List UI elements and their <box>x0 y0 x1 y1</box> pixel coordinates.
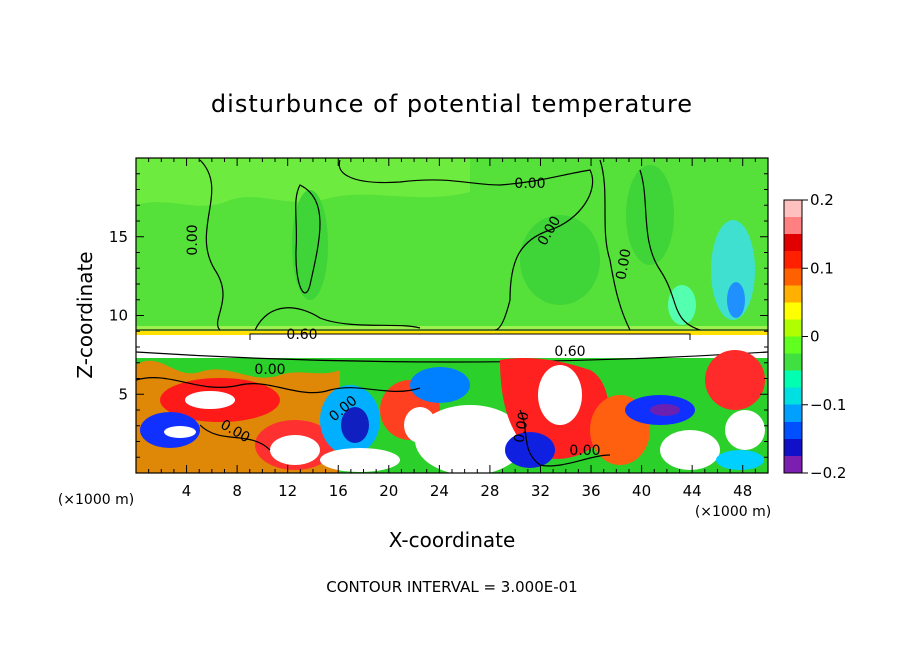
contour-label: 0.00 <box>569 443 600 459</box>
x-tick-label: 8 <box>232 482 242 500</box>
field-patch <box>320 448 400 472</box>
field-patch <box>270 435 320 465</box>
x-tick-label: 48 <box>733 482 752 500</box>
contour-label: 0.00 <box>254 362 285 378</box>
x-tick-label: 44 <box>683 482 702 500</box>
field-patch <box>716 450 764 470</box>
x-tick-label: 12 <box>278 482 297 500</box>
field-patch <box>164 426 196 438</box>
colorbar-tick-label: 0.1 <box>810 259 834 277</box>
contour-label: 0.00 <box>514 176 545 192</box>
field-patch <box>626 165 674 265</box>
x-tick-label: 16 <box>329 482 348 500</box>
y-tick-label: 10 <box>109 307 128 325</box>
field-patch <box>415 405 525 473</box>
contour-line <box>199 159 224 331</box>
field-patch <box>505 432 555 468</box>
field-patch <box>410 367 470 403</box>
colorbar-tick-label: 0.2 <box>810 191 834 209</box>
heatmap-field <box>136 158 768 473</box>
colorbar-tick-label: 0 <box>810 328 820 346</box>
contour-line <box>639 169 701 331</box>
y-axis-label: Z-coordinate <box>73 251 97 378</box>
x-unit-right: (×1000 m) <box>695 504 771 520</box>
field-patch <box>292 190 328 300</box>
contour-label: 0.00 <box>613 248 634 281</box>
field-patch <box>705 350 765 410</box>
contour-label: 0.00 <box>185 224 201 255</box>
x-tick-label: 4 <box>182 482 192 500</box>
x-axis-label: X-coordinate <box>389 528 516 552</box>
field-patch <box>538 365 582 425</box>
chart-title: disturbunce of potential temperature <box>211 90 693 118</box>
x-tick-label: 20 <box>379 482 398 500</box>
x-tick-label: 24 <box>430 482 449 500</box>
x-axis: 4 8 12 16 20 24 28 32 36 40 44 48 <box>148 158 756 500</box>
y-tick-label: 5 <box>118 385 128 403</box>
y-axis: 5 10 15 <box>109 173 768 458</box>
contour-line <box>199 424 271 451</box>
contour-label: 0.60 <box>554 344 585 360</box>
colorbar-ticks: 0.2 0.1 0 −0.1 −0.2 <box>802 191 846 482</box>
field-patch <box>185 391 235 409</box>
x-tick-label: 36 <box>581 482 600 500</box>
field-patch <box>668 285 696 325</box>
field-patch <box>650 404 680 416</box>
contour-label: 0.60 <box>286 327 317 343</box>
field-patch <box>136 158 470 206</box>
field-patch <box>520 215 600 305</box>
y-tick-label: 15 <box>109 228 128 246</box>
x-tick-label: 32 <box>531 482 550 500</box>
field-patch <box>727 282 745 318</box>
x-tick-label: 28 <box>480 482 499 500</box>
colorbar-tick-label: −0.1 <box>810 396 846 414</box>
contour-label: 0.00 <box>511 411 532 444</box>
contour-line <box>295 184 321 294</box>
field-patch <box>725 410 765 450</box>
contour-line <box>136 376 421 394</box>
field-patch <box>660 430 720 470</box>
contour-interval-footer: CONTOUR INTERVAL = 3.000E-01 <box>326 578 577 596</box>
x-tick-label: 40 <box>632 482 651 500</box>
colorbar-tick-label: −0.2 <box>810 464 846 482</box>
contour-line <box>599 159 631 331</box>
colorbar <box>783 199 803 474</box>
contour-line <box>338 159 594 331</box>
x-unit-left: (×1000 m) <box>58 492 134 508</box>
field-patch <box>341 407 369 443</box>
contour-line <box>136 351 768 363</box>
field-band <box>136 331 768 335</box>
contour-line <box>254 307 421 331</box>
field-band <box>136 340 768 358</box>
